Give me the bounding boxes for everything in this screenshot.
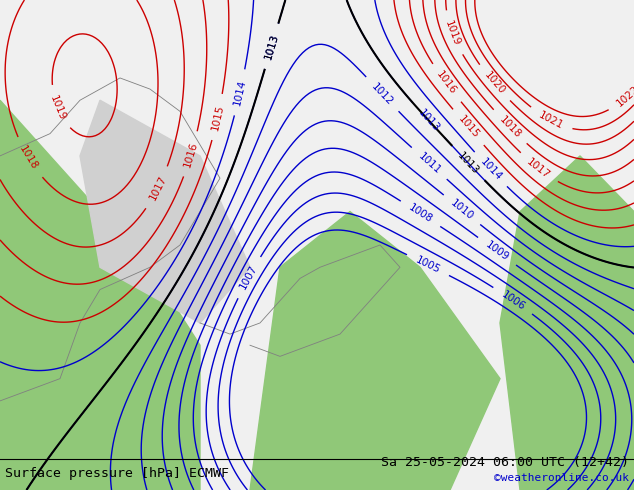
Text: 1006: 1006 (499, 289, 527, 312)
Text: 1013: 1013 (263, 32, 280, 60)
Text: 1020: 1020 (482, 70, 507, 97)
Text: 1013: 1013 (456, 150, 481, 176)
Text: 1018: 1018 (18, 144, 40, 172)
Text: 1016: 1016 (434, 70, 458, 97)
Text: 1013: 1013 (416, 107, 441, 133)
Text: 1008: 1008 (407, 202, 434, 225)
Text: 1016: 1016 (183, 140, 200, 168)
Text: 1017: 1017 (148, 174, 168, 202)
Text: Surface pressure [hPa] ECMWF: Surface pressure [hPa] ECMWF (5, 466, 229, 480)
Text: 1021: 1021 (536, 110, 565, 131)
Text: 1018: 1018 (497, 114, 522, 140)
Text: 1019: 1019 (443, 19, 462, 47)
Text: 1005: 1005 (414, 255, 442, 275)
Text: ©weatheronline.co.uk: ©weatheronline.co.uk (494, 473, 629, 483)
Text: 1015: 1015 (210, 103, 225, 131)
Text: 1011: 1011 (416, 151, 443, 176)
Text: 1009: 1009 (484, 240, 510, 263)
Polygon shape (0, 100, 200, 490)
Text: 1019: 1019 (48, 94, 67, 122)
Polygon shape (80, 100, 250, 323)
Text: 1014: 1014 (232, 78, 248, 106)
Text: 1012: 1012 (370, 81, 395, 107)
Polygon shape (250, 212, 500, 490)
Text: 1010: 1010 (449, 197, 476, 222)
Text: Sa 25-05-2024 06:00 UTC (12+42): Sa 25-05-2024 06:00 UTC (12+42) (381, 456, 629, 468)
Text: 1007: 1007 (238, 264, 259, 291)
Text: 1022: 1022 (614, 83, 634, 108)
Text: 1014: 1014 (478, 156, 503, 182)
Text: 1013: 1013 (263, 32, 280, 60)
Text: 1017: 1017 (525, 156, 552, 180)
Text: 1015: 1015 (456, 114, 481, 141)
Polygon shape (500, 156, 634, 490)
